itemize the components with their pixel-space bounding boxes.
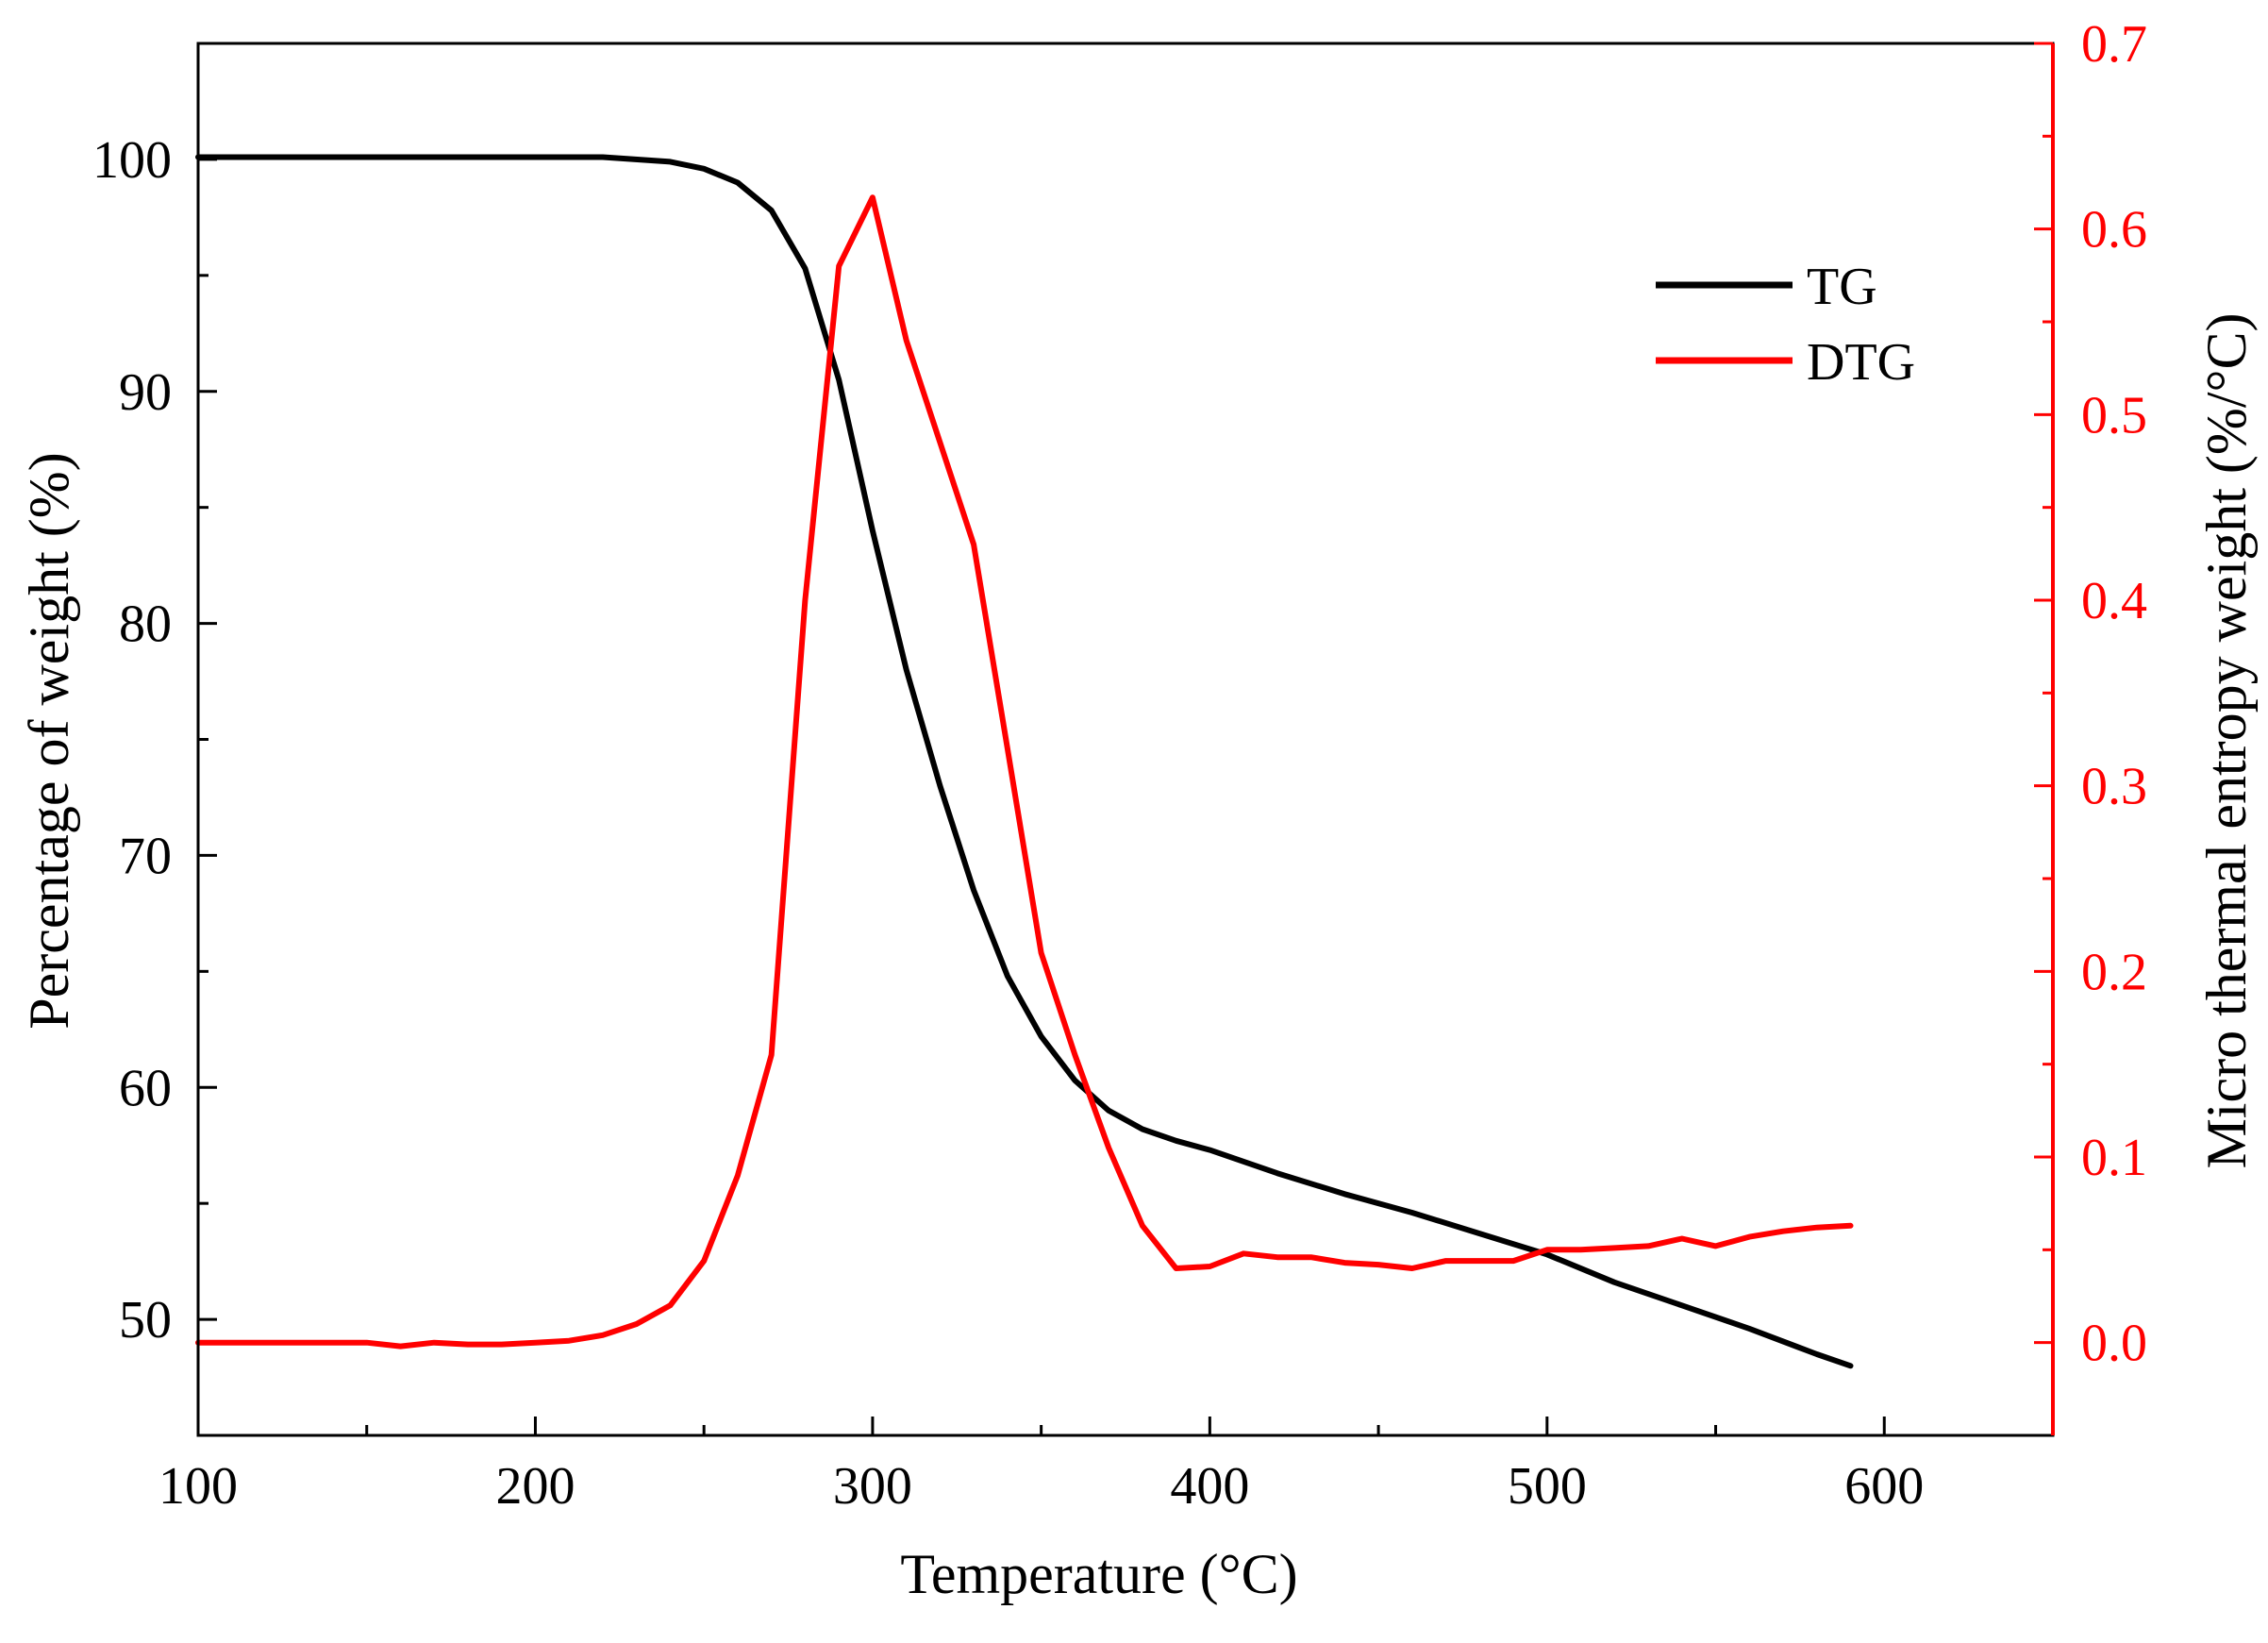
y2-tick-label: 0.2 [2081, 943, 2147, 1001]
y-tick-label: 80 [119, 595, 172, 654]
legend-label-dtg: DTG [1807, 333, 1915, 392]
y-tick-label: 90 [119, 363, 172, 422]
series-line-tg [195, 154, 1854, 1369]
y2-tick-label: 0.3 [2081, 758, 2147, 816]
x-tick-label: 400 [1170, 1457, 1249, 1516]
x-tick-label: 600 [1844, 1457, 1924, 1516]
x-tick-label: 500 [1508, 1457, 1587, 1516]
y-tick-label: 100 [92, 131, 172, 190]
y-axis-right-label: Micro thermal entropy weight (%/°C) [2195, 312, 2258, 1168]
x-tick-label: 300 [833, 1457, 912, 1516]
y-axis-left-label: Percentage of weight (%) [18, 452, 80, 1029]
y-axis-left: 50 60 70 80 90 100 [92, 131, 217, 1350]
x-axis: 100 200 300 400 500 600 [158, 1417, 1924, 1516]
legend: TG DTG [1656, 258, 1915, 392]
series-line-dtg [195, 194, 1854, 1350]
y2-tick-label: 0.5 [2081, 386, 2147, 444]
y-axis-right: 0.0 0.1 0.2 0.3 0.4 0.5 0.6 0.7 [2034, 15, 2147, 1435]
x-tick-label: 200 [495, 1457, 575, 1516]
y2-tick-label: 0.1 [2081, 1129, 2147, 1187]
y2-tick-label: 0.7 [2081, 15, 2147, 74]
x-axis-label: Temperature (°C) [900, 1543, 1297, 1605]
y-tick-label: 60 [119, 1059, 172, 1117]
x-tick-label: 100 [158, 1457, 238, 1516]
y2-tick-label: 0.4 [2081, 572, 2147, 630]
y2-tick-label: 0.6 [2081, 201, 2147, 260]
y2-tick-label: 0.0 [2081, 1315, 2147, 1373]
legend-label-tg: TG [1807, 258, 1877, 316]
y-tick-label: 70 [119, 827, 172, 885]
plot-frame [196, 42, 2055, 1437]
y-tick-label: 50 [119, 1291, 172, 1350]
